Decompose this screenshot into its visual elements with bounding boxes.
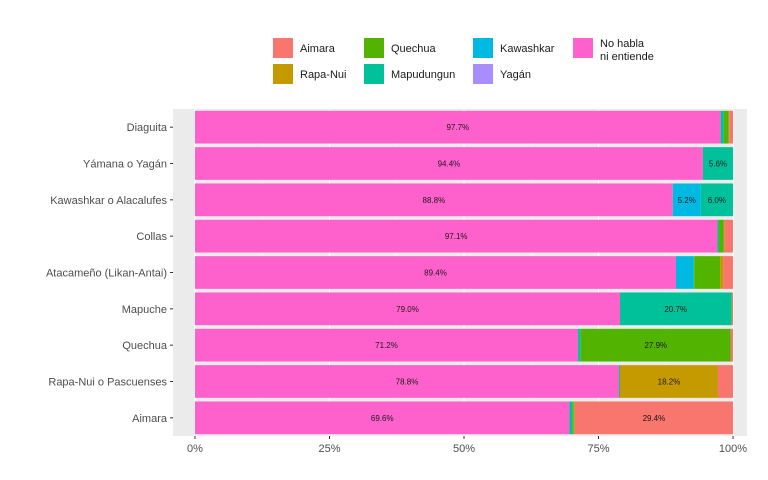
- data-label-kawashkar-o-alacalufes-mapudungun: 6.0%: [708, 196, 726, 205]
- bars: [195, 111, 733, 434]
- x-tick-label-25: 25%: [318, 443, 340, 455]
- data-label-mapuche-no-habla-ni-entiende: 79.0%: [396, 305, 419, 314]
- legend-key-no-habla-ni-entiende: [573, 38, 593, 58]
- bar-rapa-nui-o-pascuenses-mapudungun: [619, 365, 620, 398]
- data-label-yamana-o-yagan-mapudungun: 5.6%: [709, 160, 727, 169]
- legend-label-quechua: Quechua: [391, 43, 437, 55]
- legend-item-yagan: Yagán: [473, 64, 531, 84]
- bar-atacameno-likan-antai-quechua: [694, 256, 720, 289]
- bar-mapuche-quechua: [731, 292, 732, 325]
- legend-label-kawashkar: Kawashkar: [500, 43, 555, 55]
- data-label-mapuche-mapudungun: 20.7%: [664, 305, 687, 314]
- y-tick-label-mapuche: Mapuche: [122, 304, 167, 316]
- y-tick-label-collas: Collas: [136, 231, 167, 243]
- bar-aimara-rapa-nui: [574, 401, 575, 434]
- legend-item-rapa-nui: Rapa-Nui: [273, 64, 346, 84]
- y-tick-label-quechua: Quechua: [122, 340, 168, 352]
- data-label-quechua-no-habla-ni-entiende: 71.2%: [375, 341, 398, 350]
- legend-key-quechua: [364, 38, 384, 58]
- legend-key-yagan: [473, 64, 493, 84]
- data-label-collas-no-habla-ni-entiende: 97.1%: [445, 232, 468, 241]
- legend-label-aimara: Aimara: [300, 43, 336, 55]
- bar-quechua-aimara: [731, 329, 733, 362]
- bar-quechua-mapudungun: [578, 329, 581, 362]
- y-tick-label-atacameno-likan-antai: Atacameño (Likan-Antai): [46, 268, 167, 280]
- bar-aimara-mapudungun: [569, 401, 572, 434]
- legend-label-mapudungun: Mapudungun: [391, 69, 455, 81]
- bar-diaguita-rapa-nui: [729, 111, 730, 144]
- bar-collas-quechua: [719, 220, 724, 253]
- bar-collas-aimara: [724, 220, 733, 253]
- y-tick-label-aimara: Aimara: [132, 413, 168, 425]
- bar-diaguita-mapudungun: [721, 111, 724, 144]
- data-label-aimara-aimara: 29.4%: [643, 414, 666, 423]
- legend-item-mapudungun: Mapudungun: [364, 64, 455, 84]
- legend-item-aimara: Aimara: [273, 38, 336, 58]
- x-tick-label-75: 75%: [587, 443, 609, 455]
- bar-diaguita-quechua: [724, 111, 729, 144]
- data-label-yamana-o-yagan-no-habla-ni-entiende: 94.4%: [438, 160, 461, 169]
- x-tick-label-0: 0%: [187, 443, 203, 455]
- bar-collas-rapa-nui: [724, 220, 725, 253]
- legend-item-kawashkar: Kawashkar: [473, 38, 555, 58]
- x-axis: 0% 25% 50% 75% 100%: [187, 436, 747, 455]
- legend: Aimara Rapa-Nui Quechua Mapudungun Kawashkar…: [273, 38, 654, 84]
- data-label-rapa-nui-o-pascuenses-rapa-nui: 18.2%: [658, 378, 681, 387]
- data-label-atacameno-likan-antai-no-habla-ni-entiende: 89.4%: [424, 269, 447, 278]
- x-tick-label-50: 50%: [453, 443, 475, 455]
- bar-mapuche-aimara: [732, 292, 733, 325]
- legend-item-quechua: Quechua: [364, 38, 437, 58]
- bar-atacameno-likan-antai-aimara: [723, 256, 733, 289]
- data-label-diaguita-no-habla-ni-entiende: 97.7%: [446, 123, 469, 132]
- bar-aimara-quechua: [573, 401, 574, 434]
- y-tick-label-kawashkar-o-alacalufes: Kawashkar o Alacalufes: [50, 195, 167, 207]
- bar-diaguita-aimara: [729, 111, 733, 144]
- legend-label-rapa-nui: Rapa-Nui: [300, 69, 346, 81]
- bar-atacameno-likan-antai-kawashkar: [676, 256, 693, 289]
- bar-atacameno-likan-antai-mapudungun: [693, 256, 694, 289]
- data-label-quechua-quechua: 27.9%: [644, 341, 667, 350]
- legend-label-no-habla-ni-entiende-line-1: No habla: [600, 38, 645, 50]
- legend-key-rapa-nui: [273, 64, 293, 84]
- bar-rapa-nui-o-pascuenses-aimara: [718, 365, 733, 398]
- legend-label-no-habla-ni-entiende-line-2: ni entiende: [600, 51, 654, 63]
- y-tick-label-diaguita: Diaguita: [127, 122, 168, 134]
- legend-key-kawashkar: [473, 38, 493, 58]
- legend-key-aimara: [273, 38, 293, 58]
- data-label-rapa-nui-o-pascuenses-no-habla-ni-entiende: 78.8%: [396, 378, 419, 387]
- data-label-kawashkar-o-alacalufes-kawashkar: 5.2%: [678, 196, 696, 205]
- legend-label-yagan: Yagán: [500, 69, 531, 81]
- x-tick-label-100: 100%: [719, 443, 747, 455]
- legend-key-mapudungun: [364, 64, 384, 84]
- data-label-kawashkar-o-alacalufes-no-habla-ni-entiende: 88.8%: [423, 196, 446, 205]
- data-label-aimara-no-habla-ni-entiende: 69.6%: [371, 414, 394, 423]
- y-axis: Diaguita Yámana o Yagán Kawashkar o Alacal…: [46, 122, 173, 425]
- bar-collas-mapudungun: [717, 220, 719, 253]
- y-tick-label-yamana-o-yagan: Yámana o Yagán: [83, 159, 167, 171]
- y-tick-label-rapa-nui-o-pascuenses: Rapa-Nui o Pascuenses: [48, 377, 167, 389]
- bar-atacameno-likan-antai-rapa-nui: [720, 256, 723, 289]
